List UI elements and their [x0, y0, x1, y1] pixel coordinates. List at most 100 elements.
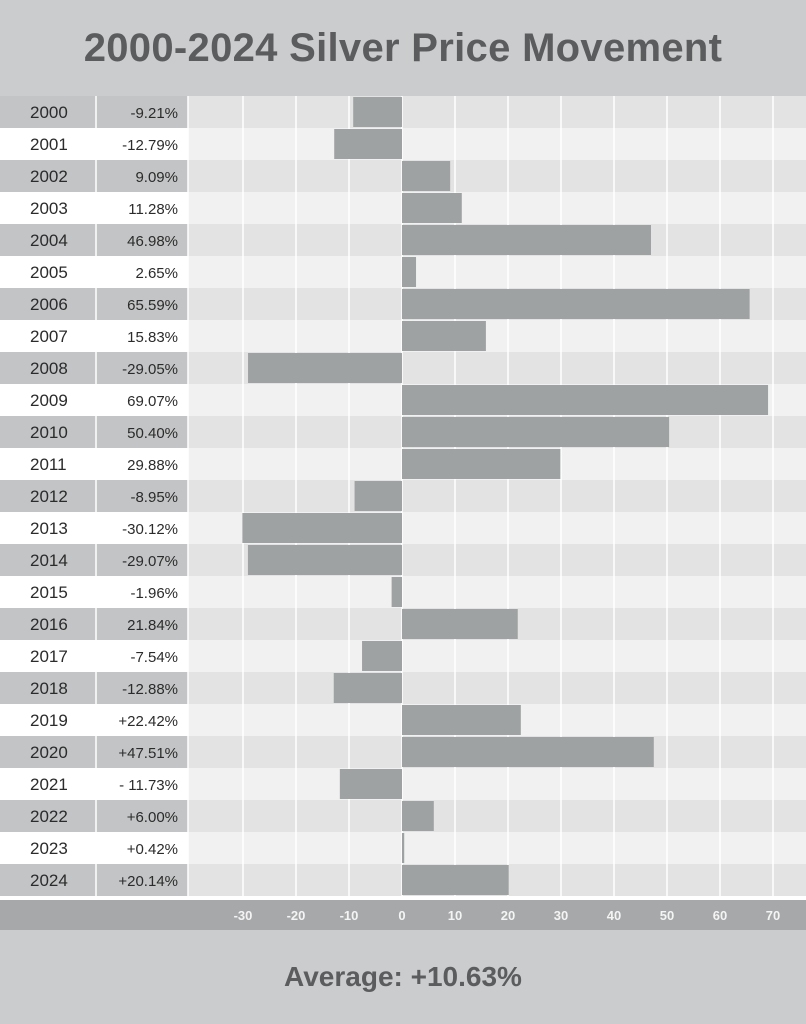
percent-cell [96, 256, 188, 288]
year-cell [0, 704, 96, 736]
percent-cell [96, 864, 188, 896]
value-label: 29.88% [127, 457, 178, 474]
x-axis-band [0, 900, 806, 930]
bar [333, 673, 402, 703]
year-label: 2024 [30, 871, 68, 890]
value-label: -12.79% [122, 137, 178, 154]
x-tick-label: 40 [607, 908, 621, 923]
year-cell [0, 256, 96, 288]
percent-cell [96, 224, 188, 256]
percent-cell [96, 288, 188, 320]
x-tick-label: 30 [554, 908, 568, 923]
percent-cell [96, 640, 188, 672]
year-cell [0, 512, 96, 544]
percent-cell [96, 160, 188, 192]
value-label: -8.95% [130, 489, 178, 506]
percent-cell [96, 736, 188, 768]
footer: Average: +10.63% [0, 930, 806, 1024]
bar [402, 449, 561, 479]
row-background [188, 96, 806, 128]
bar [391, 577, 402, 607]
year-cell [0, 800, 96, 832]
bar [362, 641, 402, 671]
year-cell [0, 864, 96, 896]
year-label: 2020 [30, 743, 68, 762]
row-background [188, 160, 806, 192]
year-label: 2022 [30, 807, 68, 826]
bar [402, 417, 670, 447]
year-label: 2002 [30, 167, 68, 186]
year-label: 2003 [30, 199, 68, 218]
value-label: 9.09% [135, 169, 178, 186]
value-label: 21.84% [127, 617, 178, 634]
year-cell [0, 320, 96, 352]
bar [402, 801, 434, 831]
value-label: +47.51% [118, 745, 178, 762]
bar [402, 385, 769, 415]
percent-cell [96, 96, 188, 128]
bar [402, 833, 405, 863]
bar [247, 545, 402, 575]
x-tick-label: 60 [713, 908, 727, 923]
x-tick-label: 70 [766, 908, 780, 923]
percent-cell [96, 192, 188, 224]
year-cell [0, 224, 96, 256]
year-label: 2005 [30, 263, 68, 282]
value-label: 46.98% [127, 233, 178, 250]
value-label: +22.42% [118, 713, 178, 730]
year-label: 2023 [30, 839, 68, 858]
value-label: -1.96% [130, 585, 178, 602]
year-label: 2004 [30, 231, 68, 250]
value-label: +6.00% [127, 809, 178, 826]
bar [402, 865, 509, 895]
year-label: 2014 [30, 551, 68, 570]
value-label: - 11.73% [119, 777, 178, 794]
year-cell [0, 352, 96, 384]
chart-area: 2000 -9.21% 2001 -12.79% 2002 9.09% 2003 11.28%… [0, 96, 806, 930]
year-cell [0, 288, 96, 320]
bar [402, 737, 654, 767]
percent-cell [96, 544, 188, 576]
percent-cell [96, 704, 188, 736]
bar [353, 97, 402, 127]
year-label: 2008 [30, 359, 68, 378]
year-cell [0, 544, 96, 576]
row-background [188, 576, 806, 608]
bar [402, 161, 451, 191]
percent-cell [96, 320, 188, 352]
bar [402, 193, 462, 223]
year-label: 2019 [30, 711, 68, 730]
year-label: 2010 [30, 423, 68, 442]
row-background [188, 640, 806, 672]
percent-cell [96, 576, 188, 608]
row-background [188, 480, 806, 512]
bar [402, 705, 521, 735]
bar [402, 289, 750, 319]
year-cell [0, 640, 96, 672]
percent-cell [96, 672, 188, 704]
row-background [188, 320, 806, 352]
bar-chart: 2000 -9.21% 2001 -12.79% 2002 9.09% 2003 11.28%… [0, 96, 806, 930]
year-label: 2007 [30, 327, 68, 346]
x-tick-label: 10 [448, 908, 462, 923]
average-label: Average: +10.63% [284, 961, 522, 992]
year-cell [0, 672, 96, 704]
value-label: +0.42% [127, 841, 178, 858]
value-label: -29.05% [122, 361, 178, 378]
bar [402, 257, 417, 287]
year-label: 2012 [30, 487, 68, 506]
percent-cell [96, 416, 188, 448]
year-label: 2009 [30, 391, 68, 410]
x-tick-label: -30 [234, 908, 253, 923]
value-label: 15.83% [127, 329, 178, 346]
year-cell [0, 448, 96, 480]
row-background [188, 256, 806, 288]
bar [402, 225, 651, 255]
year-cell [0, 576, 96, 608]
percent-cell [96, 512, 188, 544]
year-label: 2016 [30, 615, 68, 634]
x-tick-label: 50 [660, 908, 674, 923]
percent-cell [96, 480, 188, 512]
percent-cell [96, 352, 188, 384]
value-label: +20.14% [118, 873, 178, 890]
